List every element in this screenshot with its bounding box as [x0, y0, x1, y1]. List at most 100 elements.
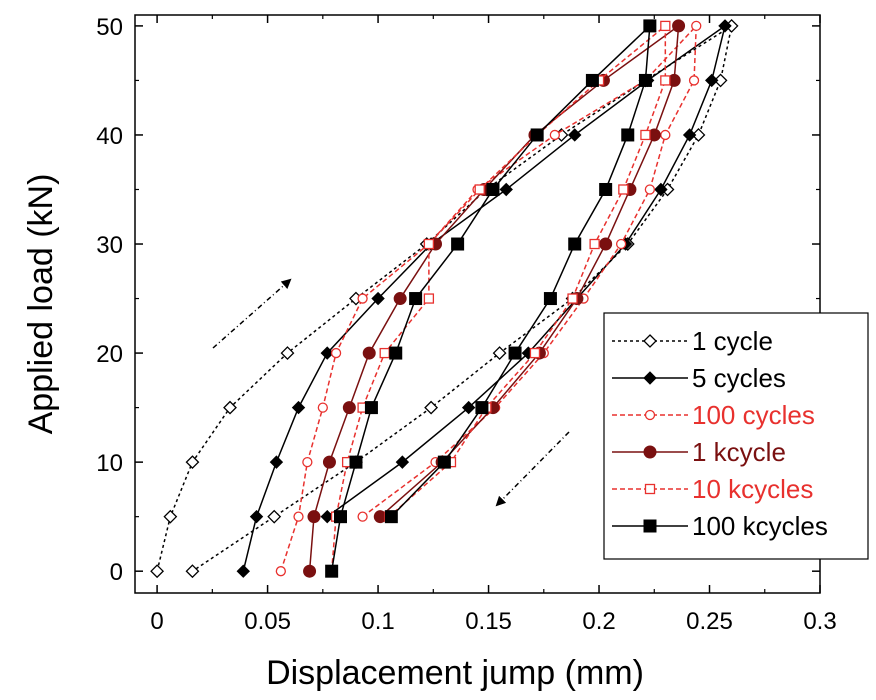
- data-point: [568, 237, 582, 251]
- y-tick-label: 0: [110, 559, 123, 586]
- data-point: [585, 73, 599, 87]
- legend-label: 1 cycle: [692, 326, 773, 356]
- series-line: [308, 24, 680, 572]
- data-point: [529, 347, 541, 359]
- data-point: [384, 510, 398, 524]
- legend-label: 100 kcycles: [692, 511, 828, 541]
- data-point: [643, 19, 657, 33]
- data-point: [280, 346, 295, 360]
- data-point: [322, 455, 336, 469]
- data-point: [618, 184, 629, 195]
- y-axis-title: Applied load (kN): [22, 174, 60, 435]
- data-point: [543, 292, 557, 306]
- data-point: [549, 129, 560, 141]
- data-point: [461, 400, 476, 415]
- data-point: [320, 346, 334, 360]
- series-layer: [150, 18, 739, 579]
- x-tick-label: 0.2: [582, 608, 615, 635]
- legend-marker: [644, 483, 656, 495]
- data-point: [371, 291, 385, 306]
- data-point: [718, 19, 732, 33]
- data-point: [357, 511, 368, 522]
- data-point: [688, 75, 700, 86]
- y-tick-label: 40: [96, 123, 123, 150]
- legend-marker: [643, 519, 657, 533]
- data-point: [223, 400, 237, 415]
- data-point: [364, 401, 378, 415]
- data-point: [713, 73, 728, 88]
- legend-label: 100 cycles: [692, 400, 815, 430]
- data-point: [409, 292, 423, 306]
- data-point: [437, 455, 451, 469]
- data-point: [185, 564, 200, 579]
- data-point: [567, 293, 578, 304]
- legend-label: 1 kcycle: [692, 437, 786, 467]
- data-point: [185, 455, 200, 470]
- data-point: [660, 129, 671, 141]
- data-point: [654, 182, 668, 197]
- data-point: [599, 182, 613, 196]
- legend-marker: [643, 445, 657, 459]
- data-point: [249, 509, 264, 524]
- data-point: [291, 400, 306, 415]
- data-point: [474, 184, 485, 195]
- legend-marker: [644, 409, 656, 421]
- data-point: [424, 400, 439, 415]
- data-point: [349, 455, 363, 469]
- data-point: [330, 347, 342, 359]
- data-point: [307, 510, 321, 524]
- series-line: [242, 24, 727, 572]
- data-point: [423, 293, 435, 304]
- series-line: [330, 24, 651, 572]
- data-point: [530, 128, 544, 142]
- legend-marker: [643, 371, 657, 385]
- x-tick-label: 0.3: [803, 608, 836, 635]
- x-tick-label: 0.25: [686, 608, 733, 635]
- unloading-arrow: [495, 431, 570, 507]
- data-point: [621, 128, 635, 142]
- series-6: [325, 19, 657, 578]
- data-point: [163, 509, 178, 524]
- data-point: [423, 238, 435, 250]
- data-point: [357, 293, 368, 304]
- data-point: [640, 129, 651, 141]
- data-point: [691, 128, 706, 142]
- data-point: [334, 510, 347, 524]
- data-point: [508, 346, 522, 360]
- data-point: [267, 509, 282, 524]
- series-line: [330, 24, 667, 572]
- data-point: [269, 455, 284, 469]
- data-point: [293, 511, 304, 522]
- data-point: [275, 566, 286, 577]
- y-tick-label: 30: [96, 232, 123, 259]
- data-point: [150, 564, 165, 579]
- data-point: [615, 238, 627, 250]
- data-point: [325, 564, 339, 578]
- legend-marker: [643, 334, 657, 348]
- legend-label: 5 cycles: [692, 363, 786, 393]
- x-tick-label: 0.05: [244, 608, 291, 635]
- data-point: [342, 401, 356, 415]
- y-tick-label: 10: [96, 450, 123, 477]
- data-point: [691, 20, 702, 32]
- axis-ticks: [135, 15, 821, 593]
- x-tick-label: 0: [150, 608, 163, 635]
- series-line: [280, 23, 698, 572]
- data-point: [451, 237, 465, 251]
- data-point: [660, 20, 671, 32]
- data-point: [362, 346, 376, 360]
- x-tick-label: 0.1: [361, 608, 394, 635]
- data-point: [568, 128, 582, 142]
- y-tick-labels: 0 10 20 30 40 50: [96, 14, 123, 586]
- data-point: [395, 455, 410, 469]
- legend-box: [603, 312, 869, 560]
- data-point: [302, 456, 313, 468]
- data-point: [389, 346, 403, 360]
- y-tick-label: 50: [96, 14, 123, 41]
- data-point: [682, 128, 697, 142]
- x-tick-labels: 0 0.05 0.1 0.15 0.2 0.25 0.3: [150, 608, 836, 635]
- x-tick-label: 0.15: [465, 608, 512, 635]
- data-point: [499, 182, 513, 197]
- data-point: [317, 402, 328, 413]
